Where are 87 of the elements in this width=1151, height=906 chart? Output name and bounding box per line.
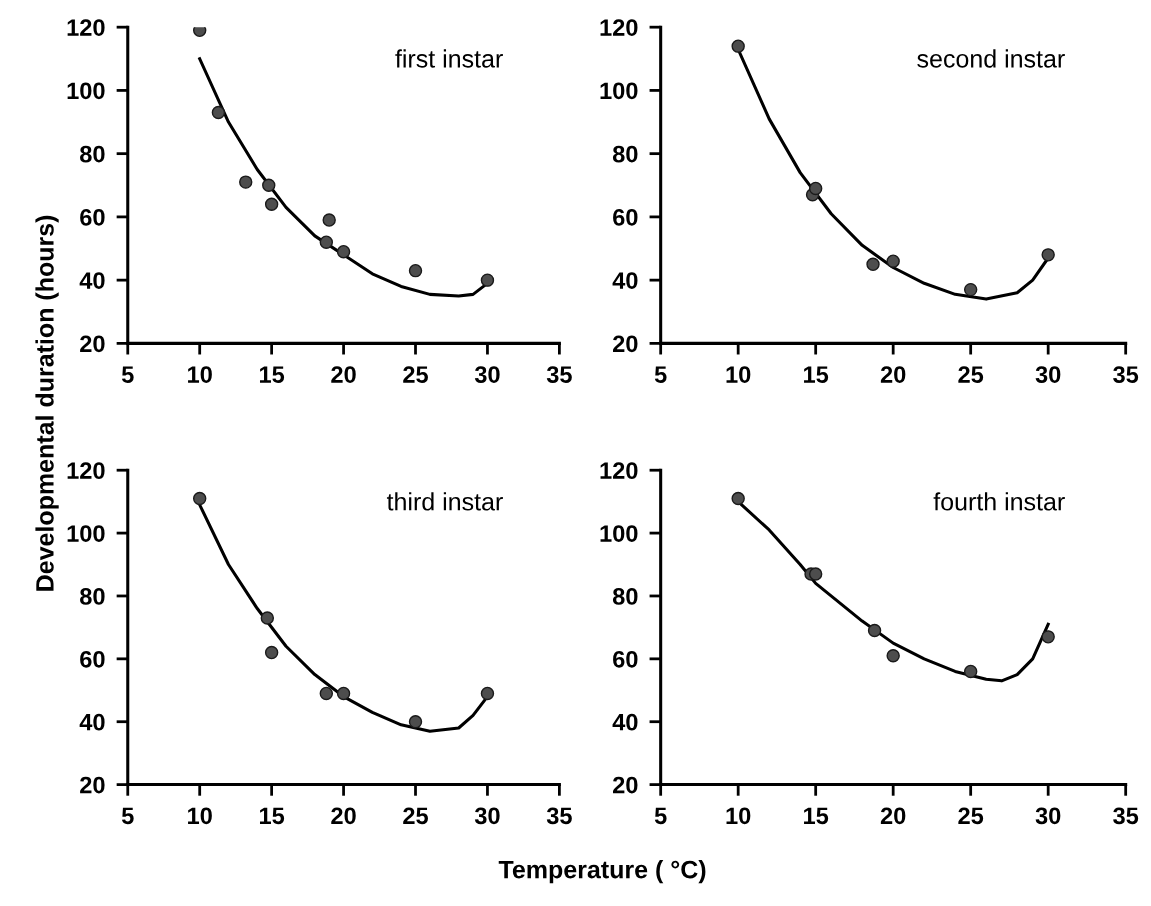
annotation: fourth instar (933, 492, 1065, 511)
y-tick-label: 80 (80, 588, 105, 605)
x-tick-label: 35 (546, 807, 572, 825)
point (336, 686, 351, 701)
point (866, 257, 880, 272)
x-tick-label: 15 (804, 807, 829, 825)
point (867, 623, 882, 638)
x-tick-label: 15 (259, 807, 285, 825)
point (808, 567, 823, 581)
x-tick-label: 25 (958, 366, 984, 383)
x-tick-label: 10 (188, 366, 212, 383)
y-tick-label: 60 (80, 208, 105, 226)
x-tick-label: 30 (474, 366, 500, 383)
y-tick-label: 60 (613, 650, 638, 668)
y-tick-label: 60 (80, 650, 105, 668)
y-axis-title: Developmental duration (hours) (35, 215, 59, 591)
point (264, 645, 279, 660)
x-tick-label: 25 (403, 807, 428, 825)
point (1041, 248, 1055, 262)
y-tick-label: 40 (79, 713, 105, 731)
x-tick-label: 10 (726, 366, 751, 383)
x-tick-label: 35 (1113, 366, 1139, 383)
point (963, 664, 978, 679)
y-tick-label: 80 (80, 145, 105, 163)
x-tick-label: 35 (1113, 807, 1139, 825)
x-tick-label: 15 (804, 366, 829, 383)
x-tick-label: 10 (188, 807, 212, 825)
x-tick-label: 30 (1035, 366, 1061, 383)
x-tick-label: 5 (121, 807, 134, 825)
x-tick-label: 5 (654, 366, 667, 383)
point (192, 491, 207, 506)
annotation: third instar (386, 492, 503, 511)
annotation: second instar (917, 49, 1065, 68)
point (211, 105, 226, 120)
point (1041, 630, 1055, 644)
y-tick-label: 20 (613, 335, 638, 353)
y-tick-label: 120 (67, 462, 105, 479)
x-tick-label: 5 (121, 366, 134, 383)
y-tick-label: 100 (600, 82, 638, 100)
x-axis-title: Temperature ( °C) (498, 860, 706, 884)
x-tick-label: 20 (880, 366, 906, 383)
y-tick-label: 40 (612, 272, 638, 289)
y-tick-label: 20 (80, 335, 105, 353)
x-tick-label: 30 (474, 807, 500, 825)
point (192, 27, 207, 38)
y-tick-label: 100 (600, 525, 638, 542)
y-tick-label: 20 (80, 776, 105, 794)
point (886, 648, 900, 663)
x-tick-label: 35 (546, 366, 572, 383)
point (336, 244, 351, 259)
point (262, 178, 276, 192)
x-tick-label: 25 (403, 366, 428, 383)
point (239, 175, 253, 189)
x-tick-label: 5 (654, 807, 667, 825)
y-tick-label: 120 (600, 462, 638, 479)
y-tick-label: 60 (613, 208, 638, 226)
y-tick-label: 40 (612, 713, 638, 731)
point (886, 254, 900, 268)
y-tick-label: 100 (67, 525, 105, 542)
point (408, 715, 423, 729)
y-tick-label: 80 (612, 145, 638, 163)
point (322, 213, 336, 227)
x-tick-label: 30 (1035, 807, 1061, 825)
point (319, 235, 334, 249)
x-tick-label: 10 (726, 807, 751, 825)
y-tick-label: 100 (67, 82, 105, 100)
x-tick-label: 20 (331, 366, 356, 383)
point (963, 282, 978, 297)
x-tick-label: 20 (880, 807, 906, 825)
y-tick-label: 80 (612, 588, 638, 605)
point (319, 686, 334, 701)
point (260, 611, 275, 625)
point (731, 39, 745, 53)
point (480, 686, 495, 701)
x-tick-label: 20 (331, 807, 356, 825)
point (808, 181, 823, 196)
y-tick-label: 120 (600, 19, 638, 36)
point (731, 491, 745, 506)
point (480, 273, 495, 287)
point (264, 197, 279, 211)
annotation: first instar (395, 49, 503, 68)
x-tick-label: 25 (958, 807, 984, 825)
y-tick-label: 20 (613, 776, 638, 794)
point (408, 263, 423, 278)
y-tick-label: 40 (79, 272, 105, 289)
x-tick-label: 15 (259, 366, 285, 383)
y-tick-label: 120 (67, 19, 105, 36)
